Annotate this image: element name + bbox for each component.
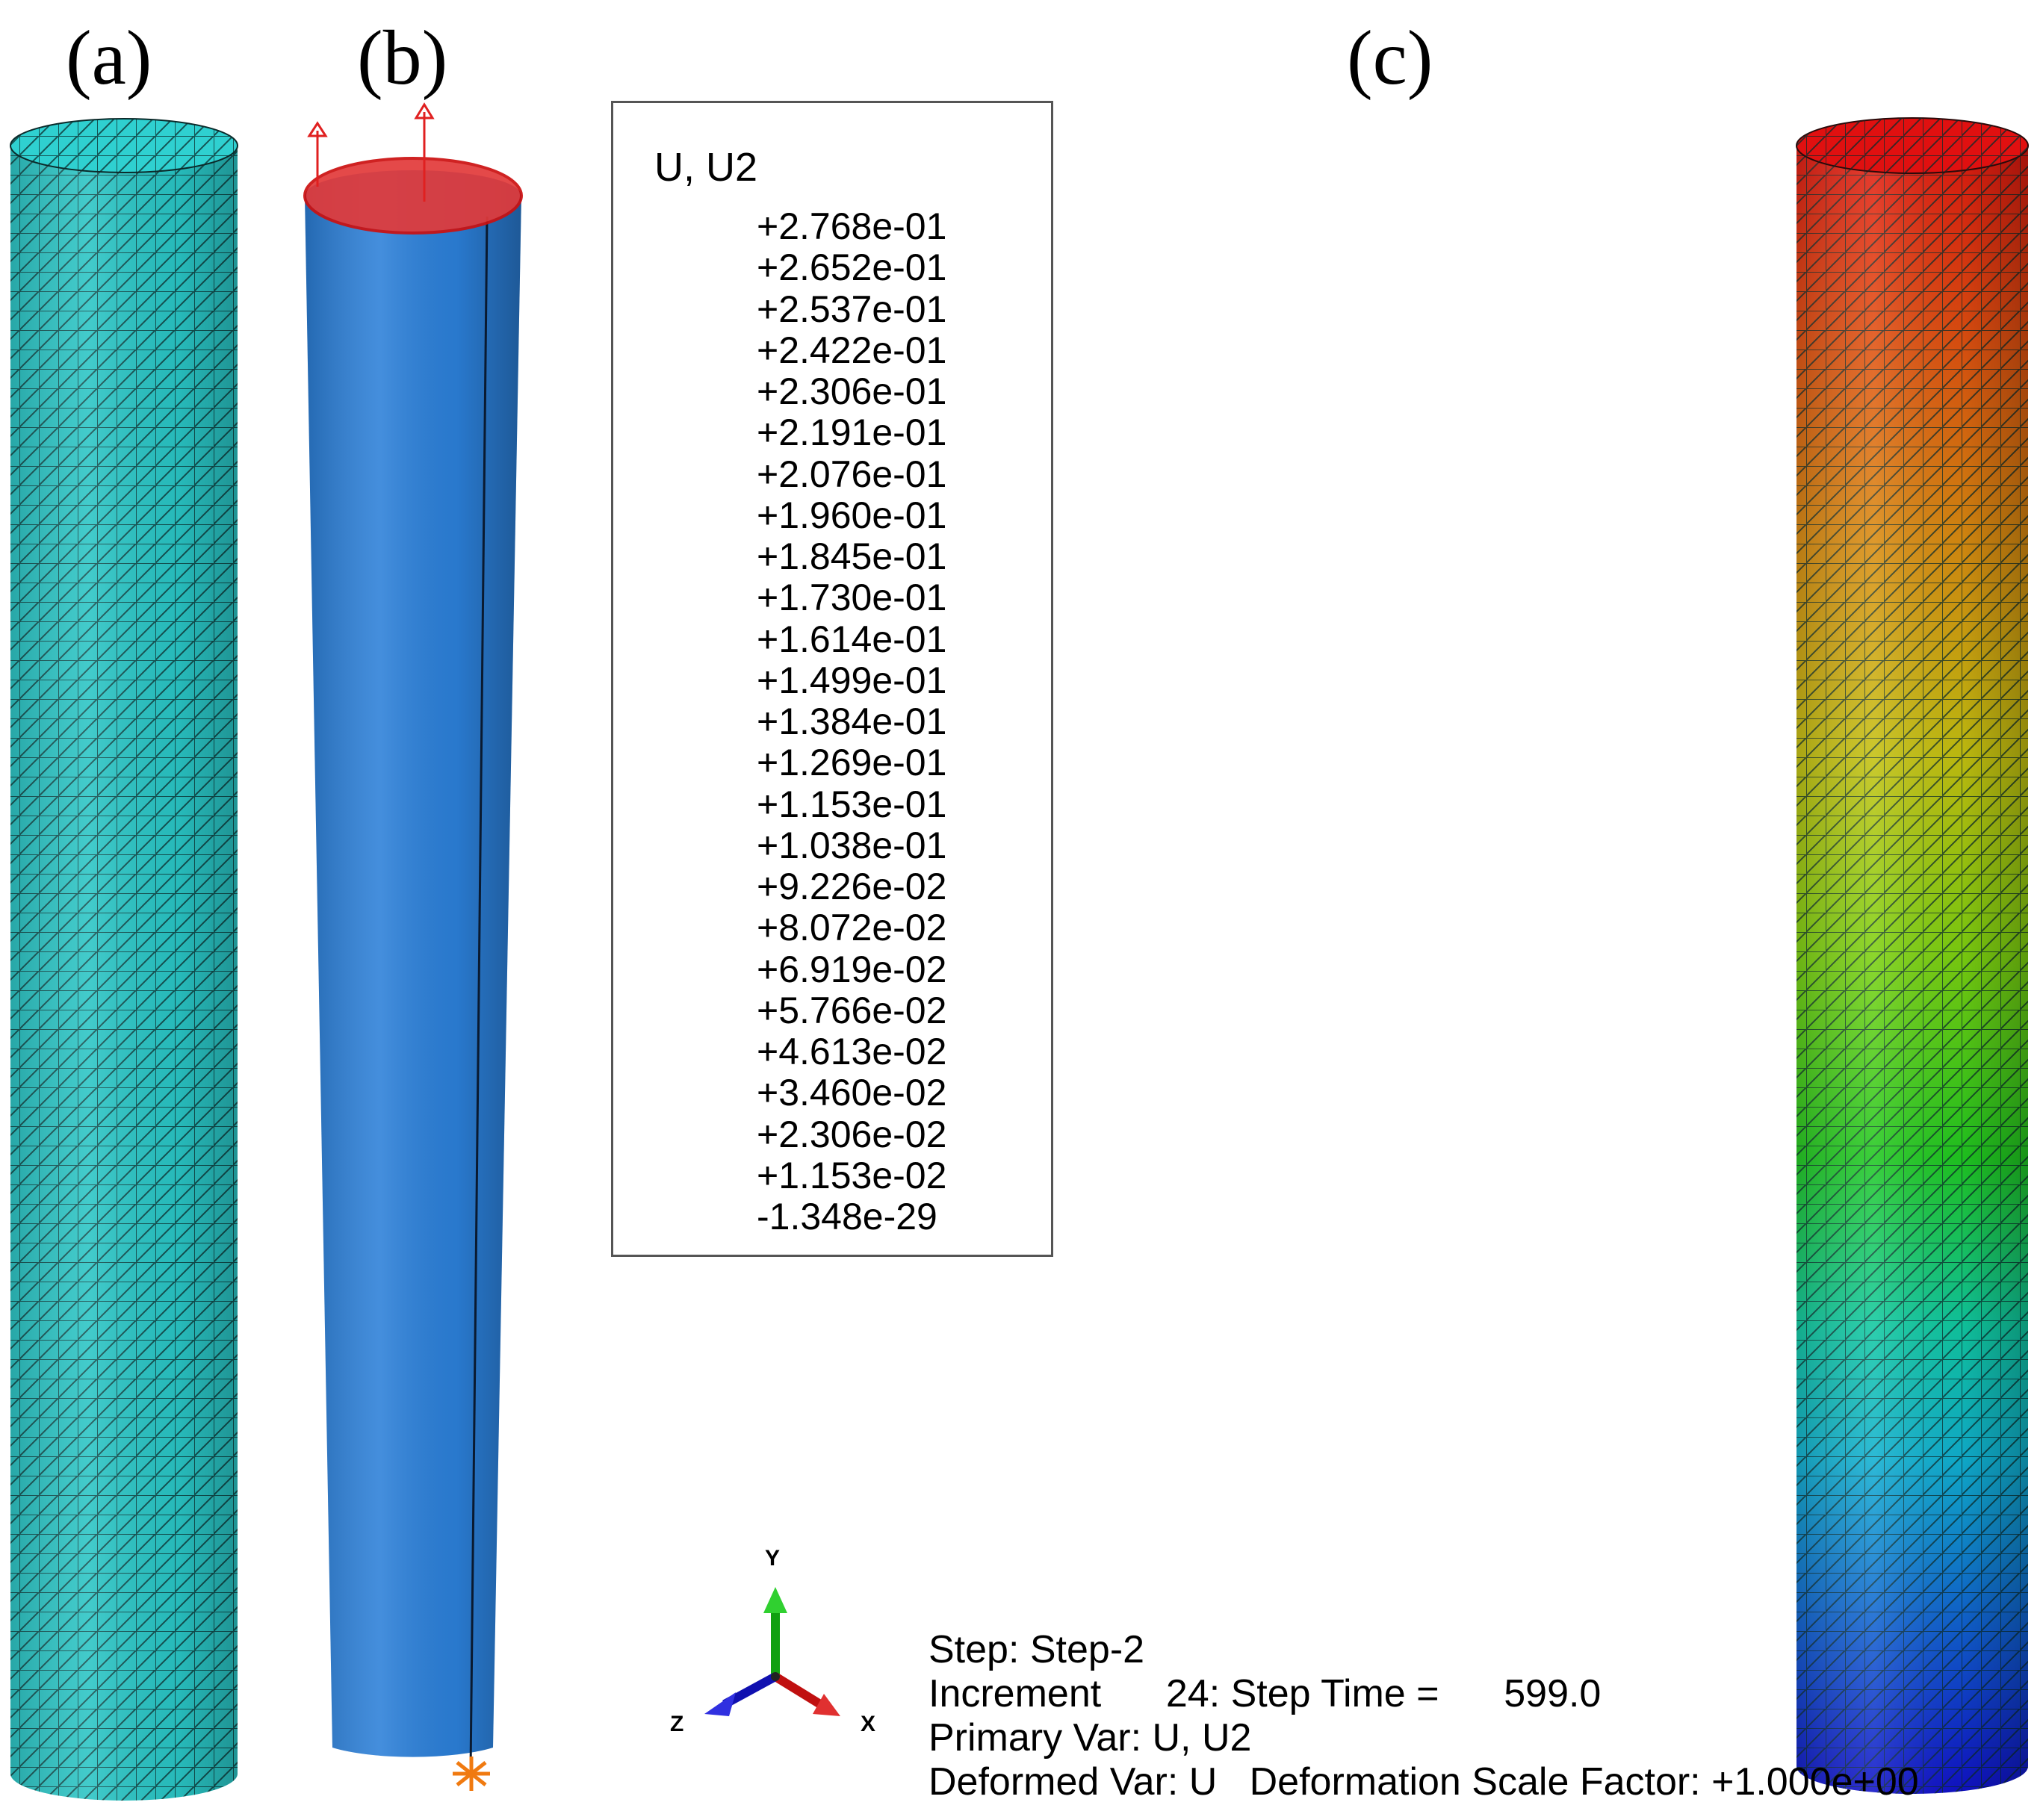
contour-cylinder — [1796, 117, 2029, 1794]
boundary-condition-icon — [453, 1757, 490, 1791]
legend-title: U, U2 — [654, 145, 758, 190]
panel-label-a: (a) — [66, 15, 152, 101]
legend-value: +9.226e-02 — [757, 866, 947, 907]
axis-label-y: Y — [765, 1546, 781, 1571]
legend-value: +2.076e-01 — [757, 453, 947, 495]
legend-value: +2.306e-01 — [757, 370, 947, 412]
model-cylinder — [303, 157, 523, 1771]
axis-label-z: Z — [670, 1712, 684, 1736]
legend-value: +1.269e-01 — [757, 742, 947, 784]
legend-value: +8.072e-02 — [757, 907, 947, 949]
increment-line: Increment 24: Step Time = 599.0 — [929, 1672, 1602, 1715]
panel-label-b: (b) — [357, 15, 448, 101]
legend-value: +1.153e-01 — [757, 783, 947, 825]
legend-value: +1.614e-01 — [757, 618, 947, 660]
panel-label-c: (c) — [1347, 15, 1433, 101]
legend-value: +1.038e-01 — [757, 824, 947, 866]
step-info: Step: Step-2 Increment 24: Step Time = 5… — [929, 1628, 1919, 1804]
meshed-cylinder — [10, 118, 238, 1801]
legend-value: -1.348e-29 — [757, 1196, 937, 1237]
legend-value: +3.460e-02 — [757, 1072, 947, 1114]
load-arrows — [307, 102, 435, 202]
legend-value: +2.422e-01 — [757, 329, 947, 371]
legend-value: +1.845e-01 — [757, 535, 947, 577]
deformed-var-line: Deformed Var: U Deformation Scale Factor… — [929, 1760, 1919, 1804]
legend-value: +1.960e-01 — [757, 494, 947, 536]
legend-value: +2.652e-01 — [757, 246, 947, 289]
legend-value: +1.499e-01 — [757, 659, 947, 701]
legend-value: +4.613e-02 — [757, 1031, 947, 1072]
legend-value: +6.919e-02 — [757, 948, 947, 990]
legend-value: +2.768e-01 — [757, 205, 947, 247]
step-line: Step: Step-2 — [929, 1628, 1145, 1671]
legend-value: +5.766e-02 — [757, 989, 947, 1031]
legend-value: +1.730e-01 — [757, 577, 947, 619]
legend-value: +2.537e-01 — [757, 288, 947, 330]
primary-var-line: Primary Var: U, U2 — [929, 1716, 1252, 1760]
legend-value: +2.191e-01 — [757, 411, 947, 454]
axis-label-x: X — [861, 1712, 876, 1736]
legend-value: +1.153e-02 — [757, 1154, 947, 1196]
legend-value: +1.384e-01 — [757, 701, 947, 742]
axis-triad — [704, 1587, 840, 1716]
legend-box: U, U2 +2.768e-01 +2.652e-01 +2.537e-01 +2.4… — [611, 101, 1053, 1257]
legend-value: +2.306e-02 — [757, 1113, 947, 1155]
